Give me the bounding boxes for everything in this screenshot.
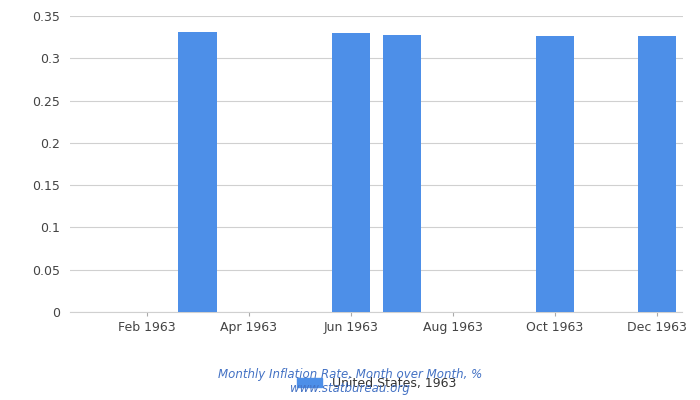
- Bar: [638, 36, 676, 312]
- Legend: United States, 1963: United States, 1963: [292, 372, 461, 394]
- Bar: [178, 32, 217, 312]
- Bar: [332, 33, 370, 312]
- Bar: [536, 36, 574, 312]
- Text: Monthly Inflation Rate, Month over Month, %: Monthly Inflation Rate, Month over Month…: [218, 368, 482, 381]
- Text: www.statbureau.org: www.statbureau.org: [290, 382, 410, 395]
- Bar: [383, 35, 421, 312]
